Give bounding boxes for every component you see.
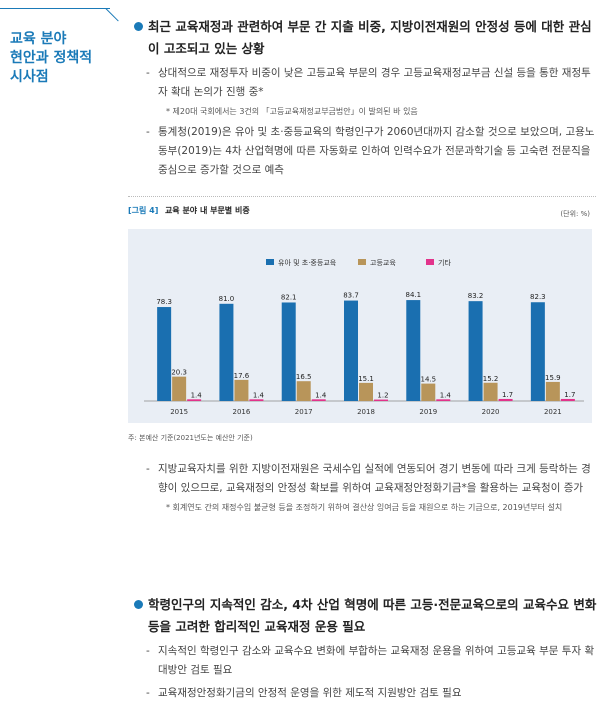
data-label: 1.4	[191, 391, 203, 399]
middle-note: * 회계연도 간의 재정수입 불균형 등을 조정하기 위하여 결산상 잉여금 등…	[132, 500, 597, 515]
data-label: 1.7	[564, 391, 575, 399]
bar-k12	[281, 302, 296, 401]
sidebar-title-line: 시사점	[10, 69, 49, 85]
data-label: 16.5	[296, 373, 312, 381]
dash-marker: -	[146, 463, 150, 475]
x-tick-label: 2021	[544, 408, 562, 416]
data-label: 17.6	[234, 372, 250, 380]
bar-other	[187, 399, 202, 401]
middle-note-text: * 회계연도 간의 재정수입 불균형 등을 조정하기 위하여 결산상 잉여금 등…	[166, 503, 563, 512]
x-tick-label: 2019	[419, 408, 437, 416]
bullet-dot-icon	[134, 22, 143, 31]
top-heading-text: 최근 교육재정과 관련하여 부문 간 지출 비중, 지방이전재원의 안정성 등에…	[148, 19, 592, 56]
figure-title: 교육 분야 내 부문별 비중	[164, 206, 250, 215]
bar-k12	[530, 302, 545, 401]
bar-k12	[468, 301, 483, 401]
sidebar-title-line: 현안과 정책적	[10, 50, 93, 66]
top-note-text: * 제20대 국회에서는 3건의 「고등교육재정교부금법안」이 발의된 바 있음	[166, 107, 418, 116]
data-label: 20.3	[171, 369, 187, 377]
bar-other	[560, 398, 575, 401]
top-section: 최근 교육재정과 관련하여 부문 간 지출 비중, 지방이전재원의 안정성 등에…	[132, 16, 597, 180]
dash-marker: -	[146, 126, 150, 138]
data-label: 82.3	[530, 293, 546, 301]
figure-source: 주: 본예산 기준(2021년도는 예산안 기준)	[128, 434, 253, 442]
data-label: 81.0	[219, 295, 235, 303]
data-label: 1.4	[253, 391, 265, 399]
legend-label: 유아 및 초·중등교육	[278, 258, 337, 267]
sidebar-title-line: 교육 분야	[10, 31, 67, 47]
bar-k12	[219, 303, 234, 401]
bar-other	[249, 399, 264, 401]
data-label: 14.5	[420, 376, 436, 384]
dash-marker: -	[146, 687, 150, 699]
bullet-dot-icon	[134, 600, 143, 609]
legend-label: 기타	[438, 258, 451, 267]
bar-higher-ed	[545, 381, 560, 401]
data-label: 82.1	[281, 293, 297, 301]
bar-higher-ed	[296, 381, 311, 401]
data-label: 1.4	[315, 391, 327, 399]
bar-other	[374, 399, 388, 401]
bar-higher-ed	[421, 383, 436, 401]
bar-higher-ed	[483, 382, 498, 401]
bottom-heading: 학령인구의 지속적인 감소, 4차 산업 혁명에 따른 고등·전문교육으로의 교…	[132, 594, 597, 638]
top-heading: 최근 교육재정과 관련하여 부문 간 지출 비중, 지방이전재원의 안정성 등에…	[132, 16, 597, 60]
top-item-1-text: 상대적으로 재정투자 비중이 낮은 고등교육 부문의 경우 고등교육재정교부금 …	[158, 67, 591, 98]
bottom-item-2: - 교육재정안정화기금의 안정적 운영을 위한 제도적 지원방안 검토 필요	[132, 684, 597, 703]
bar-higher-ed	[172, 376, 187, 401]
x-tick-label: 2018	[357, 408, 375, 416]
bottom-item-2-text: 교육재정안정화기금의 안정적 운영을 위한 제도적 지원방안 검토 필요	[158, 687, 462, 699]
bar-other	[311, 399, 326, 401]
data-label: 15.2	[483, 375, 499, 383]
chart-area: 유아 및 초·중등교육 고등교육 기타 78.3 20.3 1.4 2015 81.0 17.6…	[128, 229, 592, 423]
data-label: 1.4	[440, 391, 452, 399]
top-note: * 제20대 국회에서는 3건의 「고등교육재정교부금법안」이 발의된 바 있음	[132, 104, 597, 119]
bottom-section: 학령인구의 지속적인 감소, 4차 산업 혁명에 따른 고등·전문교육으로의 교…	[132, 594, 597, 703]
dash-marker: -	[146, 67, 150, 79]
top-item-2: - 통계청(2019)은 유아 및 초·중등교육의 학령인구가 2060년대까지…	[132, 123, 597, 180]
x-tick-label: 2020	[482, 408, 500, 416]
top-item-1: - 상대적으로 재정투자 비중이 낮은 고등교육 부문의 경우 고등교육재정교부…	[132, 64, 597, 102]
bottom-heading-text: 학령인구의 지속적인 감소, 4차 산업 혁명에 따른 고등·전문교육으로의 교…	[148, 597, 597, 634]
data-label: 1.2	[377, 392, 388, 400]
legend-swatch	[358, 259, 366, 265]
bar-higher-ed	[234, 379, 249, 401]
bar-higher-ed	[359, 382, 373, 401]
figure-label: [그림 4]	[128, 206, 159, 215]
bottom-item-1: - 지속적인 학령인구 감소와 교육수요 변화에 부합하는 교육재정 운용을 위…	[132, 642, 597, 680]
figure-unit: (단위: %)	[560, 210, 590, 218]
bar-chart: 유아 및 초·중등교육 고등교육 기타 78.3 20.3 1.4 2015 81.0 17.6…	[144, 258, 584, 416]
data-label: 15.1	[358, 375, 374, 383]
x-tick-label: 2016	[233, 408, 251, 416]
bar-k12	[406, 300, 421, 401]
figure-header: [그림 4] 교육 분야 내 부문별 비중 (단위: %)	[128, 205, 596, 221]
data-label: 78.3	[156, 298, 172, 306]
data-label: 1.7	[502, 391, 513, 399]
figure-4: [그림 4] 교육 분야 내 부문별 비중 (단위: %) 유아 및 초·중등교…	[128, 205, 596, 423]
bottom-item-1-text: 지속적인 학령인구 감소와 교육수요 변화에 부합하는 교육재정 운용을 위하여…	[158, 645, 595, 676]
bar-other	[436, 399, 451, 401]
sidebar-title: 교육 분야 현안과 정책적 시사점	[10, 30, 110, 87]
legend-swatch	[266, 259, 274, 265]
separator	[128, 196, 596, 197]
legend-label: 고등교육	[370, 259, 396, 267]
bar-k12	[157, 307, 172, 401]
data-label: 84.1	[405, 291, 421, 299]
x-tick-label: 2015	[170, 408, 188, 416]
data-label: 15.9	[545, 374, 561, 382]
data-label: 83.2	[468, 292, 484, 300]
middle-item-1-text: 지방교육자치를 위한 지방이전재원은 국세수입 실적에 연동되어 경기 변동에 …	[158, 463, 591, 494]
legend-swatch	[426, 259, 434, 265]
sidebar-rule	[0, 8, 110, 9]
dash-marker: -	[146, 645, 150, 657]
top-item-2-text: 통계청(2019)은 유아 및 초·중등교육의 학령인구가 2060년대까지 감…	[158, 126, 595, 176]
bar-k12	[344, 300, 358, 401]
data-label: 83.7	[343, 292, 359, 300]
middle-item-1: - 지방교육자치를 위한 지방이전재원은 국세수입 실적에 연동되어 경기 변동…	[132, 460, 597, 498]
x-tick-label: 2017	[295, 408, 313, 416]
middle-section: - 지방교육자치를 위한 지방이전재원은 국세수입 실적에 연동되어 경기 변동…	[132, 456, 597, 515]
bar-other	[498, 398, 513, 401]
section-sidebar: 교육 분야 현안과 정책적 시사점	[0, 8, 118, 98]
